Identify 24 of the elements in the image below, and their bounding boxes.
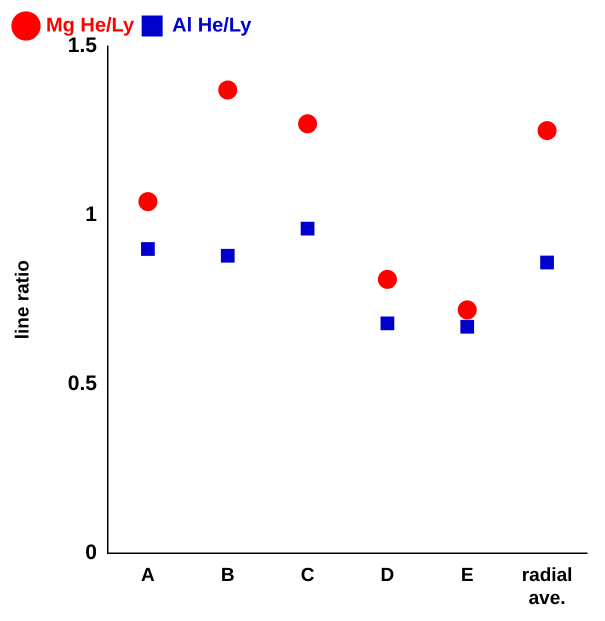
x-tick-label: D	[380, 565, 394, 586]
y-tick-label: 0.5	[68, 372, 98, 396]
y-tick-label: 0	[85, 541, 97, 564]
point	[138, 192, 158, 212]
point	[538, 121, 557, 140]
point	[378, 270, 397, 289]
point	[540, 256, 554, 270]
point	[380, 316, 394, 330]
point	[460, 320, 474, 334]
x-tick-label: E	[460, 565, 474, 586]
point	[220, 248, 235, 263]
point	[300, 222, 314, 236]
y-tick-label: 1	[85, 202, 98, 226]
legend-label: Al He/Ly	[172, 14, 252, 37]
x-tick-label: A	[141, 565, 156, 586]
point	[141, 242, 155, 256]
x-tick-label: radial ave.	[522, 565, 572, 609]
y-axis-title: line ratio	[12, 260, 34, 340]
point	[218, 80, 238, 100]
point	[458, 300, 477, 320]
point	[298, 114, 318, 134]
x-tick-label: C	[300, 565, 315, 586]
x-tick-label: B	[220, 565, 235, 586]
legend-label: Mg He/Ly	[46, 14, 136, 37]
